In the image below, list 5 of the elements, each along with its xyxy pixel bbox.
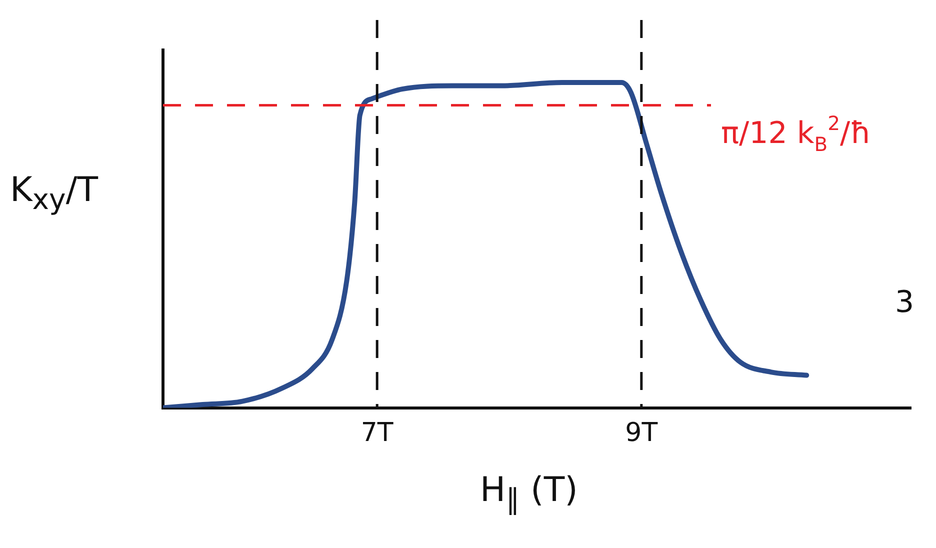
- x-tick-label: 9T: [625, 418, 658, 448]
- x-axis-title: H$_{∥}$ (T): [480, 470, 578, 516]
- y-axis-title: K$_{xy}$/T: [10, 170, 98, 216]
- annotation: 3: [895, 285, 914, 320]
- x-tick-label: 7T: [360, 418, 394, 448]
